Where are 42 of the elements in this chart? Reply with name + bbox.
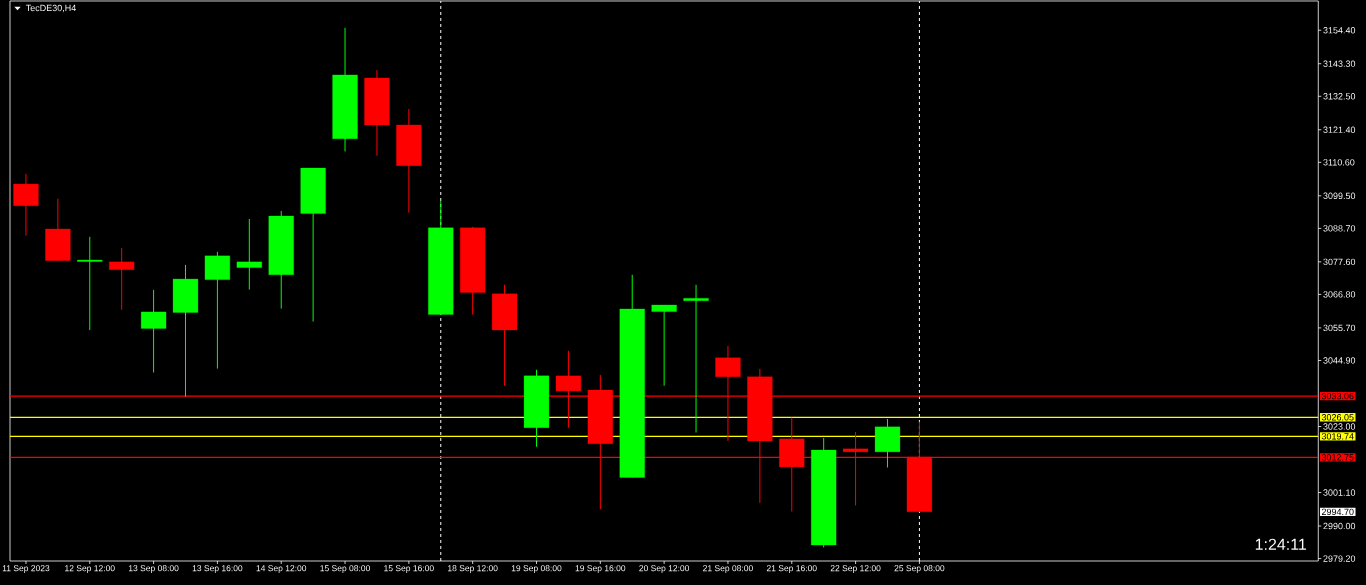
- x-tick-label: 20 Sep 12:00: [639, 565, 690, 573]
- y-tick-label: 2990.00: [1323, 522, 1356, 530]
- x-tick-label: 21 Sep 16:00: [766, 565, 817, 573]
- x-tick-label: 18 Sep 12:00: [448, 565, 498, 573]
- candlestick: [77, 236, 103, 331]
- candlestick: [236, 218, 262, 291]
- x-tick-label: 19 Sep 08:00: [511, 565, 562, 573]
- candlestick: [683, 284, 709, 434]
- y-tick-label: 3044.90: [1323, 357, 1356, 364]
- y-tick-label: 3110.60: [1323, 159, 1355, 166]
- y-tick-label: 3077.60: [1323, 258, 1356, 266]
- y-tick-label: 2979.20: [1323, 555, 1356, 562]
- y-tick-label: 3099.50: [1323, 192, 1356, 199]
- y-tick-label: 3001.10: [1323, 489, 1356, 496]
- y-tick-label: 3154.40: [1323, 27, 1356, 34]
- ref-line-label: 3012.75: [1321, 454, 1354, 461]
- y-tick-label: 3055.70: [1323, 324, 1356, 332]
- x-tick-label: 21 Sep 08:00: [703, 565, 753, 573]
- annotation: 1:24:11: [1255, 538, 1307, 550]
- x-tick-label: 22 Sep 12:00: [830, 565, 881, 573]
- ref-line-label: 3033.06: [1321, 392, 1354, 400]
- y-tick-label: 3088.70: [1323, 225, 1356, 232]
- candlestick: [109, 247, 135, 311]
- text: 2994.70: [1321, 508, 1354, 516]
- x-tick-label: 12 Sep 12:00: [65, 565, 115, 573]
- ref-line-label: 3026.05: [1321, 414, 1354, 421]
- y-tick-label: 3121.40: [1323, 126, 1356, 133]
- candlestick: [651, 304, 677, 387]
- y-tick-label: 3132.50: [1323, 93, 1356, 100]
- x-tick-label: 14 Sep 12:00: [256, 565, 307, 573]
- x-tick-label: 19 Sep 16:00: [575, 565, 626, 573]
- x-tick-label: 15 Sep 08:00: [320, 565, 370, 573]
- chart-title: TecDE30,H4: [25, 4, 76, 13]
- ref-line-label: 3019.74: [1321, 433, 1354, 440]
- x-tick-label: 11 Sep 2023: [2, 565, 50, 573]
- y-tick-label: 3066.80: [1323, 291, 1356, 298]
- y-tick-label: 3143.30: [1323, 60, 1356, 67]
- x-tick-label: 15 Sep 16:00: [384, 565, 434, 573]
- x-tick-label: 13 Sep 08:00: [128, 565, 179, 573]
- x-tick-label: 13 Sep 16:00: [192, 565, 243, 573]
- x-tick-label: 25 Sep 08:00: [894, 565, 945, 573]
- y-tick-label: 3023.00: [1323, 423, 1356, 430]
